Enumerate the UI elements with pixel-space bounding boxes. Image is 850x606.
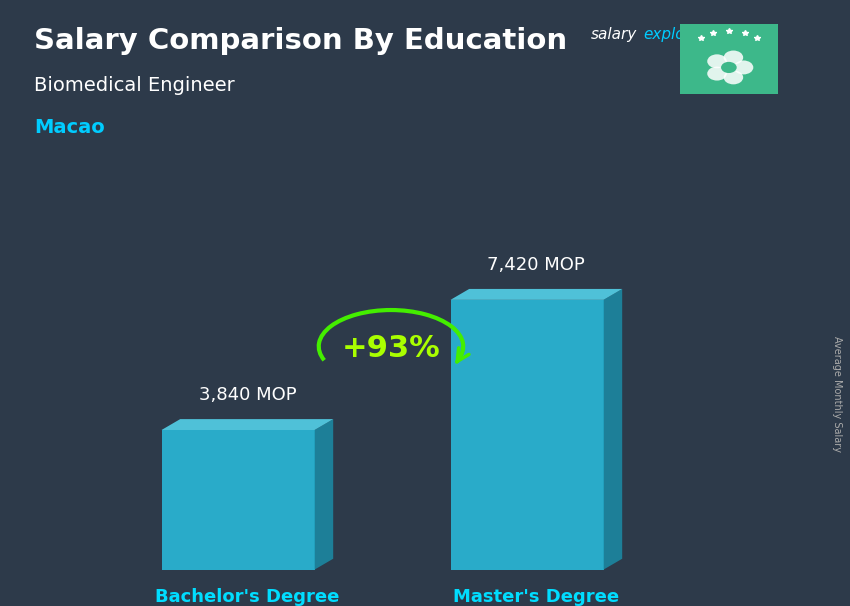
FancyBboxPatch shape	[677, 22, 780, 96]
Circle shape	[721, 62, 737, 73]
Polygon shape	[314, 419, 333, 570]
Text: Macao: Macao	[34, 118, 105, 137]
Circle shape	[734, 61, 753, 75]
Text: salary: salary	[591, 27, 637, 42]
Text: Biomedical Engineer: Biomedical Engineer	[34, 76, 235, 95]
Text: Master's Degree: Master's Degree	[453, 588, 620, 606]
Text: Salary Comparison By Education: Salary Comparison By Education	[34, 27, 567, 55]
Text: +93%: +93%	[342, 335, 440, 364]
Text: 7,420 MOP: 7,420 MOP	[488, 256, 585, 274]
Circle shape	[707, 67, 727, 81]
Polygon shape	[604, 289, 622, 570]
Text: explorer.com: explorer.com	[643, 27, 743, 42]
Circle shape	[723, 70, 743, 84]
Circle shape	[707, 55, 727, 68]
Text: Bachelor's Degree: Bachelor's Degree	[156, 588, 339, 606]
Text: 3,840 MOP: 3,840 MOP	[199, 386, 296, 404]
Text: Average Monthly Salary: Average Monthly Salary	[832, 336, 842, 452]
Bar	[450, 300, 604, 570]
Polygon shape	[450, 289, 622, 300]
Bar	[162, 430, 314, 570]
Circle shape	[723, 50, 743, 64]
Polygon shape	[162, 419, 333, 430]
